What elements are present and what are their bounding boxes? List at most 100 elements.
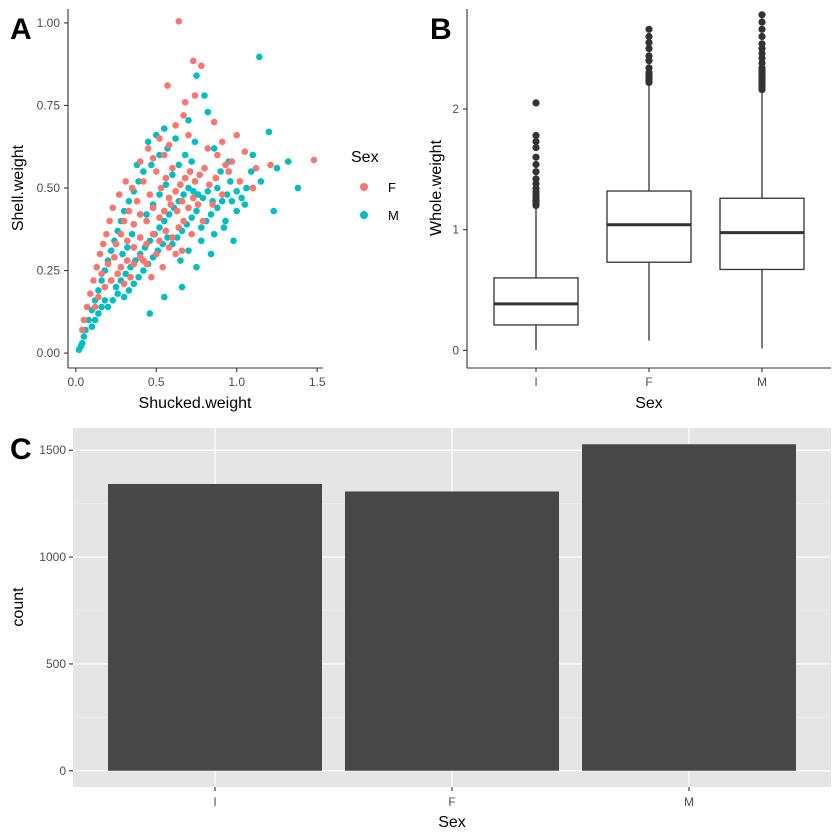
box-i <box>493 99 579 351</box>
scatter-point-m <box>125 197 133 205</box>
scatter-point-f <box>136 253 144 261</box>
scatter-point-f <box>159 263 166 271</box>
legend-key-m <box>360 211 368 219</box>
scatter-point-f <box>172 188 179 195</box>
scatter-point-f <box>98 270 105 278</box>
scatter-point-f <box>196 171 203 179</box>
scatter-point-f <box>209 201 216 208</box>
scatter-point-f <box>95 293 102 301</box>
scatter-point-m <box>161 293 168 301</box>
scatter-point-f <box>157 184 165 192</box>
scatter-point-m <box>173 234 181 241</box>
bar-i <box>108 483 322 771</box>
scatter-point-f <box>249 184 257 192</box>
scatter-point-m <box>233 188 240 195</box>
scatter-point-f <box>165 194 173 202</box>
scatter-point-m <box>180 191 187 198</box>
scatter-point-f <box>79 326 86 334</box>
scatter-point-m <box>193 263 200 271</box>
bar-panel: 0 500 1000 1500 I F M Sex count C <box>10 428 831 831</box>
scatter-point-m <box>143 211 150 218</box>
outlier-point <box>758 25 766 33</box>
scatter-point-f <box>83 303 91 311</box>
scatter-point-f <box>206 181 213 188</box>
legend-item-m: M <box>360 208 399 223</box>
y-tick-label: 0 <box>59 764 66 778</box>
scatter-point-m <box>249 151 257 159</box>
scatter-point-m <box>193 207 200 215</box>
scatter-point-m <box>207 211 215 218</box>
scatter-point-f <box>228 158 236 165</box>
scatter-point-m <box>257 178 265 185</box>
scatter-point-f <box>143 260 150 268</box>
scatter-point-f <box>198 62 205 70</box>
scatter-point-m <box>98 277 105 284</box>
outlier-point <box>645 32 653 41</box>
scatter-point-m <box>199 194 207 202</box>
scatter-point-f <box>156 237 163 245</box>
scatter-point-f <box>80 316 88 324</box>
y-axis-title: count <box>10 587 27 627</box>
scatter-point-m <box>178 283 186 291</box>
scatter-point-m <box>204 188 212 195</box>
scatter-point-m <box>191 138 199 146</box>
scatter-point-f <box>162 174 170 182</box>
scatter-point-m <box>101 297 109 304</box>
scatter-point-f <box>178 247 186 254</box>
scatter-point-f <box>136 211 144 218</box>
scatter-point-m <box>217 168 224 175</box>
scatter-point-m <box>130 280 138 288</box>
scatter-point-f <box>177 181 184 188</box>
scatter-point-m <box>201 92 208 99</box>
scatter-point-m <box>181 151 189 159</box>
scatter-point-f <box>149 204 157 212</box>
y-tick-label: 2 <box>452 102 459 116</box>
scatter-point-f <box>218 138 226 146</box>
scatter-point-m <box>284 158 292 165</box>
box-m <box>719 11 805 349</box>
scatter-point-f <box>149 155 157 162</box>
scatter-point-f <box>194 201 202 208</box>
legend-title: Sex <box>351 149 379 166</box>
scatter-point-f <box>172 250 179 258</box>
box-f <box>606 25 692 341</box>
outlier-point <box>645 45 653 53</box>
scatter-point-f <box>190 57 197 65</box>
legend-item-f: F <box>360 180 396 195</box>
x-tick-label: 0.0 <box>67 375 84 389</box>
scatter-point-m <box>241 201 249 208</box>
scatter-point-m <box>255 53 263 61</box>
scatter-point-m <box>270 207 278 215</box>
scatter-point-m <box>95 310 102 317</box>
x-tick-label: F <box>448 795 455 809</box>
scatter-point-f <box>136 234 144 241</box>
scatter-point-f <box>185 131 192 139</box>
box-iqr <box>493 277 579 326</box>
scatter-point-f <box>173 207 181 215</box>
scatter-point-f <box>148 273 155 281</box>
scatter-point-f <box>128 184 136 192</box>
x-tick-label: 0.5 <box>148 375 165 389</box>
scatter-point-f <box>117 230 125 238</box>
scatter-point-f <box>130 244 138 251</box>
outlier-point <box>758 11 766 19</box>
box-plots <box>493 11 805 351</box>
y-tick-label: 0.00 <box>37 346 61 360</box>
scatter-point-m <box>207 250 215 258</box>
scatter-point-m <box>146 310 154 317</box>
scatter-point-m <box>85 316 92 324</box>
scatter-point-m <box>247 168 255 175</box>
scatter-panel: 0.00 0.25 0.50 0.75 1.00 0.0 0.5 1.0 1.5 Shucke… <box>10 9 399 412</box>
scatter-point-m <box>214 184 221 192</box>
scatter-point-m <box>104 303 112 311</box>
x-axis-ticks: 0.0 0.5 1.0 1.5 <box>67 368 326 389</box>
scatter-point-m <box>194 191 202 198</box>
scatter-point-f <box>109 204 117 212</box>
outlier-point <box>645 39 653 47</box>
scatter-point-f <box>172 122 179 129</box>
scatter-point-f <box>140 178 147 185</box>
scatter-point-f <box>111 253 118 261</box>
scatter-point-f <box>124 237 131 245</box>
scatter-point-f <box>90 277 97 284</box>
scatter-point-f <box>169 164 176 172</box>
